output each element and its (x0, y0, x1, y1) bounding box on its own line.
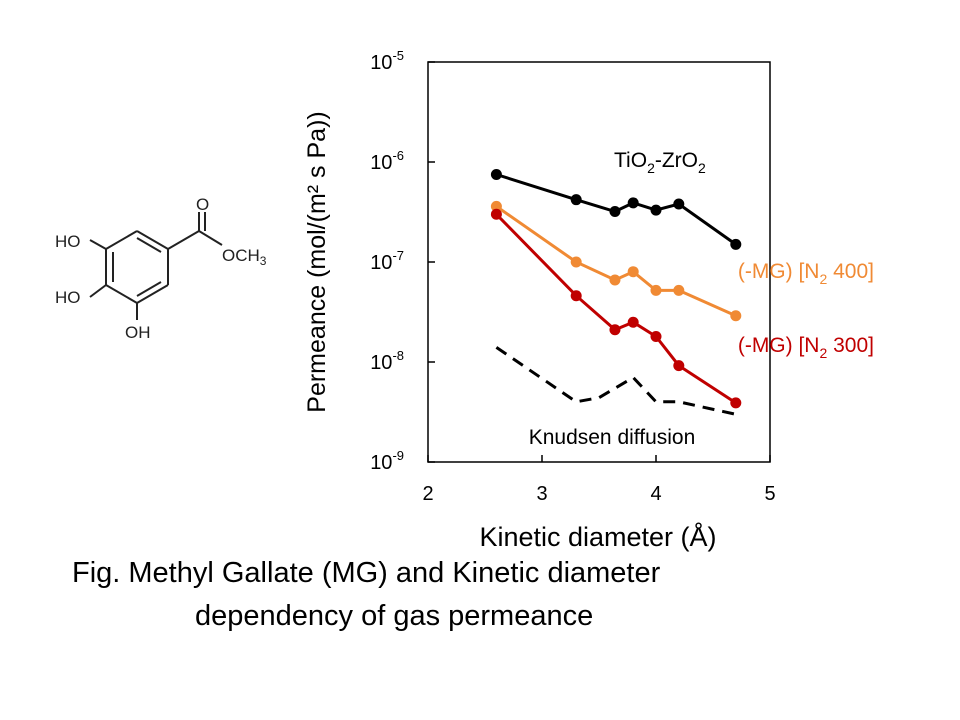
hydroxyl-label-middle: HO (55, 288, 81, 307)
hydroxyl-label-bottom: OH (125, 323, 151, 342)
series-2-point (490, 208, 502, 220)
y-axis-ticks: 10-9 10-8 10-7 10-6 10-5 (370, 48, 435, 474)
x-axis-label: Kinetic diameter (Å) (479, 521, 716, 552)
series-label-1: (-MG) [N2 400] (738, 260, 874, 287)
series-1-point (490, 200, 502, 212)
series-2-point (627, 316, 639, 328)
series-label-0: TiO2-ZrO2 (614, 149, 706, 176)
methoxy-label: OCH3 (222, 246, 267, 268)
series-2-point (730, 397, 742, 409)
plot-area-frame (427, 61, 771, 463)
series-0-point (490, 168, 502, 180)
x-tick-label: 4 (650, 483, 661, 505)
series-2-point (650, 330, 662, 342)
series-label-3: Knudsen diffusion (529, 426, 696, 449)
series-0-point (609, 205, 621, 217)
figure-caption-line-1: Fig. Methyl Gallate (MG) and Kinetic dia… (72, 557, 661, 589)
series-0-point (673, 198, 685, 210)
molecule-bonds (89, 212, 223, 320)
series-2-point (609, 324, 621, 336)
series-line-1 (495, 205, 737, 318)
y-tick-label: 10-9 (370, 448, 404, 474)
figure-caption-line-2: dependency of gas permeance (195, 600, 594, 632)
series-1-point (673, 284, 685, 296)
series-0-point (570, 194, 582, 206)
y-tick-label: 10-7 (370, 248, 404, 274)
series-layer (490, 168, 742, 416)
methyl-gallate-structure: HO HO OH O OCH3 (55, 195, 267, 342)
y-tick-label: 10-8 (370, 348, 404, 374)
series-1-point (570, 256, 582, 268)
x-tick-label: 2 (422, 483, 433, 505)
y-tick-label: 10-6 (370, 148, 404, 174)
y-tick-label: 10-5 (370, 48, 404, 74)
series-0-point (650, 204, 662, 216)
series-1-point (627, 266, 639, 278)
series-1-point (609, 274, 621, 286)
hydroxyl-label-top: HO (55, 232, 81, 251)
series-line-2 (495, 213, 737, 405)
series-0-point (627, 197, 639, 209)
series-2-point (673, 360, 685, 372)
series-1-point (730, 310, 742, 322)
series-2-point (570, 290, 582, 302)
series-1-point (650, 284, 662, 296)
x-tick-label: 5 (764, 483, 775, 505)
series-labels: TiO2-ZrO2 (-MG) [N2 400] (-MG) [N2 300] Knu… (529, 149, 874, 449)
x-tick-label: 3 (536, 483, 547, 505)
y-axis-label: Permeance (mol/(m² s Pa)) (303, 111, 331, 412)
series-label-2: (-MG) [N2 300] (738, 334, 874, 361)
series-0-point (730, 238, 742, 250)
x-axis-ticks: 2 3 4 5 (422, 455, 776, 505)
carbonyl-oxygen-label: O (196, 195, 209, 214)
